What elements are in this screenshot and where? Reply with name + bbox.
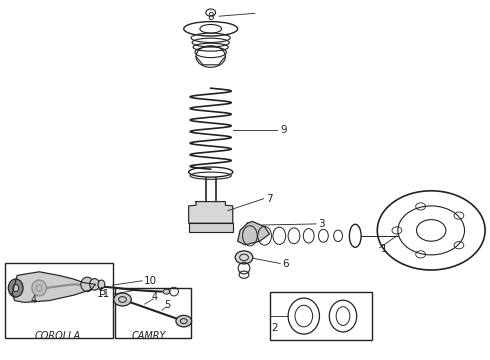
Circle shape <box>235 251 253 264</box>
Ellipse shape <box>8 279 23 297</box>
Polygon shape <box>189 202 233 223</box>
Bar <box>270 292 372 340</box>
Text: 9: 9 <box>280 125 287 135</box>
Polygon shape <box>238 221 270 245</box>
Ellipse shape <box>98 280 105 289</box>
Text: 5: 5 <box>99 287 105 297</box>
Ellipse shape <box>90 279 99 290</box>
Text: 6: 6 <box>282 258 289 269</box>
Text: CAMRY: CAMRY <box>131 330 166 341</box>
Ellipse shape <box>81 277 94 292</box>
Bar <box>189 223 233 232</box>
Text: 5: 5 <box>165 300 171 310</box>
Text: 8: 8 <box>207 12 214 22</box>
Text: 7: 7 <box>266 194 273 204</box>
Polygon shape <box>12 272 96 302</box>
Text: 1: 1 <box>381 244 388 254</box>
Text: 4: 4 <box>151 292 157 302</box>
Ellipse shape <box>13 284 19 292</box>
Circle shape <box>163 289 170 294</box>
Ellipse shape <box>32 280 47 296</box>
Text: 4: 4 <box>30 294 36 305</box>
Text: 10: 10 <box>144 276 157 286</box>
Bar <box>115 288 191 338</box>
Bar <box>5 263 113 338</box>
Text: 3: 3 <box>318 219 325 229</box>
Circle shape <box>114 293 131 306</box>
Circle shape <box>176 315 192 327</box>
Text: COROLLA: COROLLA <box>35 330 81 341</box>
Text: 11: 11 <box>97 289 110 300</box>
Text: 2: 2 <box>271 323 278 333</box>
